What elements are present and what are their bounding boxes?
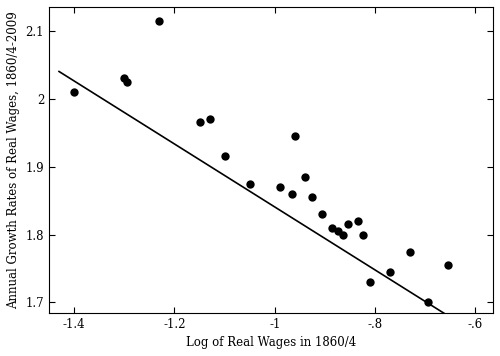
Point (386, 269, 394, 275)
Point (328, 225, 336, 231)
Point (424, 300, 432, 305)
Point (246, 181, 254, 187)
Point (444, 262, 452, 268)
Point (318, 211, 326, 217)
Point (156, 18, 164, 23)
Point (456, 327, 464, 333)
Point (220, 153, 228, 159)
Point (301, 174, 309, 180)
Point (206, 116, 214, 122)
Y-axis label: Annual Growth Rates of Real Wages, 1860/4-2009: Annual Growth Rates of Real Wages, 1860/… (7, 11, 20, 309)
Point (344, 221, 351, 227)
Point (338, 232, 346, 237)
Point (123, 79, 131, 84)
Point (334, 228, 342, 234)
X-axis label: Log of Real Wages in 1860/4: Log of Real Wages in 1860/4 (186, 336, 356, 349)
Point (406, 248, 414, 254)
Point (276, 184, 284, 190)
Point (120, 75, 128, 81)
Point (288, 191, 296, 197)
Point (291, 133, 299, 139)
Point (354, 218, 362, 224)
Point (366, 279, 374, 285)
Point (196, 120, 203, 125)
Point (308, 194, 316, 200)
Point (70, 89, 78, 95)
Point (358, 232, 366, 237)
